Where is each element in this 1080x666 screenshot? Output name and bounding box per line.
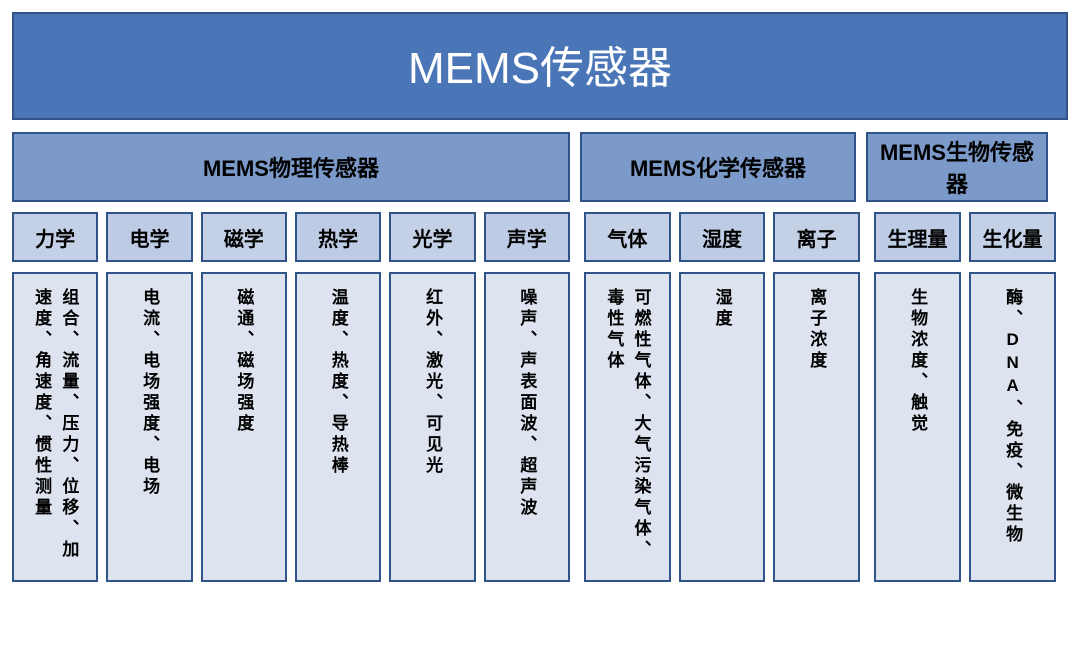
subcategory-row: 力学 电学 磁学 热学 光学 声学 气体 湿度 离子 生理量 生化量 (12, 212, 1068, 262)
leaf-text: 离子浓度 (803, 288, 830, 372)
leaf-text: 生物浓度、触觉 (904, 288, 931, 435)
category-row: MEMS物理传感器 MEMS化学传感器 MEMS生物传感器 (12, 132, 1068, 202)
category-chemical: MEMS化学传感器 (580, 132, 856, 202)
sub-ion: 离子 (773, 212, 860, 262)
sub-label: 声学 (507, 223, 547, 252)
sub-acoustic: 声学 (484, 212, 570, 262)
main-title: MEMS传感器 (408, 44, 672, 93)
category-physical: MEMS物理传感器 (12, 132, 570, 202)
leaf-acoustic: 噪声、声表面波、超声波 (484, 272, 570, 582)
leaf-text: 红外、激光、可见光 (419, 288, 446, 477)
leaf-mechanics: 组合、流量、压力、位移、加速度、角速度、惯性测量 (12, 272, 98, 582)
leaf-thermal: 温度、热度、导热棒 (295, 272, 381, 582)
sub-label: 生理量 (888, 223, 948, 252)
sub-label: 电学 (129, 223, 169, 252)
sub-optical: 光学 (389, 212, 475, 262)
sub-label: 气体 (607, 223, 647, 252)
leaf-text: 可燃性气体、大气污染气体、毒性气体 (600, 288, 654, 574)
leafgroup-biological: 生物浓度、触觉 酶、DNA、免疫、微生物 (874, 272, 1056, 582)
category-label: MEMS化学传感器 (630, 151, 806, 183)
sub-label: 热学 (318, 223, 358, 252)
sub-thermal: 热学 (295, 212, 381, 262)
leaf-text: 温度、热度、导热棒 (325, 288, 352, 477)
sub-label: 磁学 (224, 223, 264, 252)
sub-magnetic: 磁学 (201, 212, 287, 262)
leaf-physiological: 生物浓度、触觉 (874, 272, 961, 582)
leaf-text: 酶、DNA、免疫、微生物 (999, 288, 1026, 546)
leaf-magnetic: 磁通、磁场强度 (201, 272, 287, 582)
leaf-biochemical: 酶、DNA、免疫、微生物 (969, 272, 1056, 582)
leaf-gas: 可燃性气体、大气污染气体、毒性气体 (584, 272, 671, 582)
leaf-humidity: 湿度 (679, 272, 766, 582)
leaf-optical: 红外、激光、可见光 (389, 272, 475, 582)
leaf-text: 组合、流量、压力、位移、加速度、角速度、惯性测量 (28, 288, 82, 574)
sub-label: 湿度 (702, 223, 742, 252)
category-label: MEMS生物传感器 (872, 135, 1042, 199)
leaf-electrical: 电流、电场强度、电场 (106, 272, 192, 582)
subgroup-chemical: 气体 湿度 离子 (584, 212, 860, 262)
sub-electrical: 电学 (106, 212, 192, 262)
leafgroup-chemical: 可燃性气体、大气污染气体、毒性气体 湿度 离子浓度 (584, 272, 860, 582)
title-box: MEMS传感器 (12, 12, 1068, 120)
sub-label: 离子 (797, 223, 837, 252)
sub-biochemical: 生化量 (969, 212, 1056, 262)
sub-gas: 气体 (584, 212, 671, 262)
leaf-text: 噪声、声表面波、超声波 (513, 288, 540, 519)
sub-label: 光学 (412, 223, 452, 252)
sub-label: 力学 (35, 223, 75, 252)
sub-physiological: 生理量 (874, 212, 961, 262)
sub-humidity: 湿度 (679, 212, 766, 262)
subgroup-physical: 力学 电学 磁学 热学 光学 声学 (12, 212, 570, 262)
category-label: MEMS物理传感器 (203, 151, 379, 183)
sub-mechanics: 力学 (12, 212, 98, 262)
leafgroup-physical: 组合、流量、压力、位移、加速度、角速度、惯性测量 电流、电场强度、电场 磁通、磁… (12, 272, 570, 582)
leaf-text: 湿度 (708, 288, 735, 330)
leaf-text: 电流、电场强度、电场 (136, 288, 163, 498)
subgroup-biological: 生理量 生化量 (874, 212, 1056, 262)
leaf-text: 磁通、磁场强度 (230, 288, 257, 435)
leaf-ion: 离子浓度 (773, 272, 860, 582)
sub-label: 生化量 (983, 223, 1043, 252)
category-biological: MEMS生物传感器 (866, 132, 1048, 202)
leaf-row: 组合、流量、压力、位移、加速度、角速度、惯性测量 电流、电场强度、电场 磁通、磁… (12, 272, 1068, 582)
